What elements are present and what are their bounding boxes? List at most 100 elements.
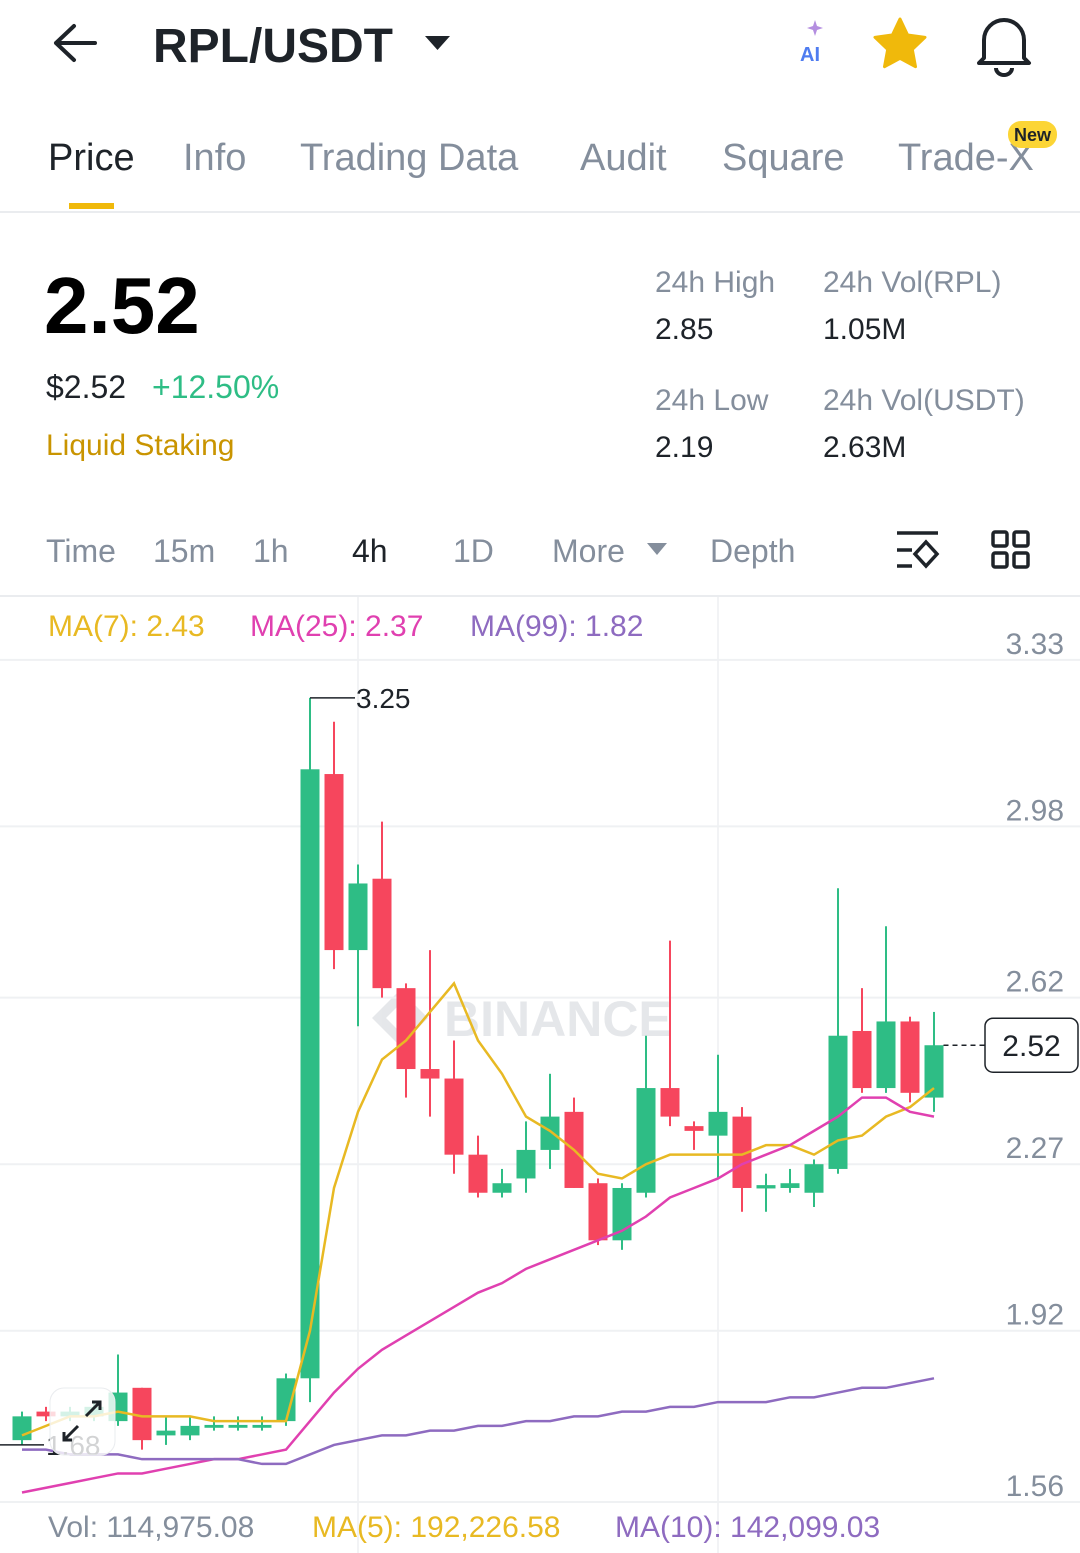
last-price: 2.52 bbox=[44, 261, 200, 350]
legend-entry: MA(7): 2.43 bbox=[48, 610, 205, 643]
ma-line bbox=[21, 981, 935, 1437]
fullscreen-button[interactable] bbox=[49, 1387, 116, 1456]
interval[interactable]: 1h bbox=[253, 533, 289, 569]
bell-button[interactable] bbox=[977, 18, 1031, 77]
layout-cell bbox=[1012, 530, 1030, 548]
interval[interactable]: More bbox=[552, 533, 625, 569]
candle-body bbox=[468, 1154, 488, 1193]
ma-line bbox=[21, 1096, 935, 1494]
y-tick-label: 1.56 bbox=[1006, 1470, 1064, 1503]
stat-label: 24h Low bbox=[655, 384, 769, 417]
candle-body bbox=[204, 1424, 224, 1428]
candle-body bbox=[540, 1116, 560, 1150]
grid: 3.33 2.98 2.62 2.27 1.92 1.56 bbox=[0, 628, 1080, 1503]
candle-body bbox=[444, 1078, 464, 1155]
stat-label: 24h High bbox=[655, 266, 775, 299]
tab-indicator bbox=[69, 203, 114, 209]
volume-ma10: MA(10): 142,099.03 bbox=[615, 1511, 880, 1544]
price-block: 2.52 $2.52 +12.50% Liquid Staking 24h Hi… bbox=[44, 261, 1025, 464]
favorite-star[interactable] bbox=[873, 17, 927, 69]
candle-body bbox=[708, 1111, 728, 1136]
legend-entry: MA(99): 1.82 bbox=[470, 610, 643, 643]
candle-body bbox=[300, 769, 320, 1379]
interval[interactable]: 4h bbox=[352, 533, 388, 569]
candle-body bbox=[276, 1378, 296, 1422]
price-change: +12.50% bbox=[152, 369, 279, 405]
ma-line bbox=[22, 1377, 935, 1466]
y-tick-label: 2.62 bbox=[1006, 966, 1064, 999]
candle-body bbox=[396, 988, 416, 1070]
max-label: 3.25 bbox=[356, 683, 411, 714]
y-tick-label: 1.92 bbox=[1006, 1299, 1064, 1332]
header: RPL/USDT AI bbox=[54, 17, 1031, 77]
candle-body bbox=[420, 1069, 440, 1079]
y-tick-label: 2.98 bbox=[1006, 794, 1064, 827]
tab[interactable]: Square bbox=[722, 137, 845, 179]
interval[interactable]: Time bbox=[46, 533, 116, 569]
indicator-settings[interactable] bbox=[897, 531, 940, 569]
bell-clapper bbox=[994, 67, 1014, 77]
category-tag[interactable]: Liquid Staking bbox=[46, 429, 234, 462]
volume-value: Vol: 114,975.08 bbox=[48, 1511, 254, 1544]
candle-body bbox=[780, 1183, 800, 1188]
pair-title[interactable]: RPL/USDT bbox=[153, 20, 393, 73]
candle-body bbox=[12, 1416, 32, 1441]
legend-entry: MA(25): 2.37 bbox=[250, 610, 423, 643]
stat-value: 1.05M bbox=[823, 313, 906, 346]
interval[interactable]: Depth bbox=[710, 533, 795, 569]
volume-ma5: MA(5): 192,226.58 bbox=[312, 1511, 560, 1544]
divider bbox=[0, 595, 1080, 597]
candle-body bbox=[852, 1030, 872, 1089]
tab[interactable]: Info bbox=[183, 137, 246, 179]
ai-sparkle bbox=[807, 20, 823, 36]
interval[interactable]: 15m bbox=[153, 533, 215, 569]
new-badge bbox=[1008, 121, 1057, 148]
layout-cell bbox=[991, 530, 1009, 548]
candle-body bbox=[516, 1149, 536, 1179]
more-dropdown bbox=[647, 543, 667, 555]
tab-bar: Price Info Trading Data Audit Square Tra… bbox=[0, 121, 1080, 213]
tab[interactable]: Audit bbox=[580, 137, 667, 179]
marks: 3.251.682.52 bbox=[0, 683, 1079, 1494]
tab[interactable]: Trading Data bbox=[300, 137, 519, 179]
tab[interactable]: Price bbox=[48, 137, 135, 179]
interval-bar: Time 15m 1h 4h 1D More Depth bbox=[0, 530, 1080, 597]
candle-body bbox=[252, 1424, 272, 1428]
candle-body bbox=[132, 1387, 152, 1441]
watermark-text: BINANCE bbox=[444, 991, 672, 1047]
back-button[interactable] bbox=[54, 24, 97, 62]
candle-body bbox=[900, 1021, 920, 1093]
candle-body bbox=[804, 1164, 824, 1193]
candle-body bbox=[228, 1424, 248, 1428]
ai-button[interactable]: AI bbox=[800, 44, 820, 66]
fullscreen-bg bbox=[49, 1387, 116, 1456]
candle-body bbox=[924, 1045, 944, 1098]
candle-body bbox=[756, 1185, 776, 1189]
layout-button[interactable] bbox=[991, 530, 1030, 569]
candle-body bbox=[36, 1411, 56, 1417]
stat-value: 2.19 bbox=[655, 431, 713, 464]
stat-label: 24h Vol(USDT) bbox=[823, 384, 1025, 417]
candle-body bbox=[732, 1116, 752, 1188]
legend: MA(7): 2.43 MA(25): 2.37 MA(99): 1.82 bbox=[48, 610, 643, 643]
candle-body bbox=[324, 774, 344, 951]
pair-dropdown[interactable] bbox=[425, 36, 450, 50]
settings-diamond bbox=[912, 539, 940, 569]
layout-cell bbox=[991, 551, 1009, 569]
candle-body bbox=[876, 1021, 896, 1089]
candlestick-chart: BINANCE 3.33 2.98 2.62 2.27 1.92 1.56 3.251.6… bbox=[0, 597, 1080, 1553]
candle-body bbox=[660, 1088, 680, 1117]
divider bbox=[0, 211, 1080, 213]
candle-body bbox=[348, 883, 368, 951]
candle-body bbox=[372, 878, 392, 989]
candle-body bbox=[156, 1430, 176, 1436]
candle-body bbox=[684, 1126, 704, 1131]
candle-body bbox=[588, 1183, 608, 1241]
stat-label: 24h Vol(RPL) bbox=[823, 266, 1001, 299]
stat-value: 2.63M bbox=[823, 431, 906, 464]
y-tick-label: 3.33 bbox=[1006, 628, 1064, 661]
interval[interactable]: 1D bbox=[453, 533, 494, 569]
tab[interactable]: Trade-X bbox=[898, 137, 1034, 179]
